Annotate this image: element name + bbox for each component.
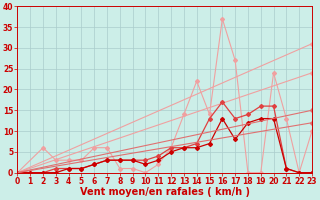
X-axis label: Vent moyen/en rafales ( km/h ): Vent moyen/en rafales ( km/h ) [80,187,250,197]
